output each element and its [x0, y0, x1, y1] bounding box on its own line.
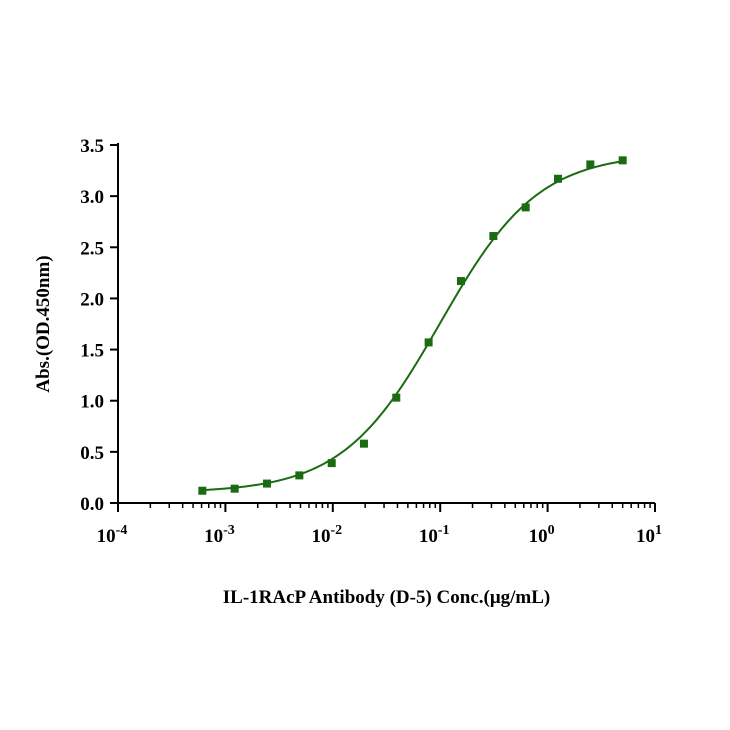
x-axis-ticks: 10-4 10-3 10-2 10-1 100 101	[97, 503, 662, 547]
data-point	[554, 174, 563, 183]
fit-curve	[202, 160, 623, 492]
data-point	[392, 393, 401, 402]
data-point	[198, 486, 207, 495]
data-point	[521, 203, 530, 212]
y-tick-label: 3.5	[80, 136, 104, 157]
x-tick-base: 10	[636, 526, 655, 547]
x-tick-base: 10	[419, 526, 438, 547]
x-tick-exponent: 0	[548, 523, 555, 538]
y-axis-title: Abs.(OD.450nm)	[33, 255, 54, 392]
data-point	[424, 338, 433, 347]
y-tick-label: 3.0	[80, 187, 104, 208]
y-tick-label: 2.5	[80, 238, 104, 259]
data-point	[489, 232, 498, 241]
data-point	[456, 277, 465, 286]
y-tick-label: 0.5	[80, 443, 104, 464]
x-axis-title: IL-1RAcP Antibody (D-5) Conc.(μg/mL)	[223, 587, 550, 608]
data-point	[618, 156, 627, 165]
y-tick-label: 0.0	[80, 494, 104, 515]
x-tick-base: 10	[204, 526, 223, 547]
y-tick-label: 1.5	[80, 341, 104, 362]
x-tick-exponent: -2	[330, 523, 342, 538]
x-tick-exponent: -3	[223, 523, 235, 538]
x-tick-label: 10-3	[204, 523, 235, 547]
data-point	[359, 439, 368, 448]
axes: 0.00.51.01.52.02.53.03.5 10-4 10-3 10-2 10-…	[80, 136, 662, 547]
data-point	[586, 160, 595, 169]
x-tick-label: 100	[529, 523, 555, 547]
data-point	[230, 484, 239, 493]
x-tick-label: 10-1	[419, 523, 450, 547]
y-tick-label: 1.0	[80, 392, 104, 413]
x-tick-exponent: -1	[438, 523, 450, 538]
x-tick-base: 10	[97, 526, 116, 547]
y-axis-ticks: 0.0 0.5 1.0 1.5 2.0 2.5 3.0 3.5	[80, 136, 118, 515]
data-point	[327, 459, 336, 468]
data-point	[263, 479, 272, 488]
data-point	[295, 471, 304, 480]
x-tick-label: 10-4	[97, 523, 128, 547]
x-tick-base: 10	[529, 526, 548, 547]
x-tick-exponent: 1	[655, 523, 662, 538]
x-tick-label: 101	[636, 523, 662, 547]
y-tick-label: 2.0	[80, 289, 104, 310]
x-tick-exponent: -4	[116, 523, 128, 538]
x-tick-base: 10	[311, 526, 330, 547]
x-tick-label: 10-2	[311, 523, 342, 547]
plot-area	[198, 156, 627, 495]
